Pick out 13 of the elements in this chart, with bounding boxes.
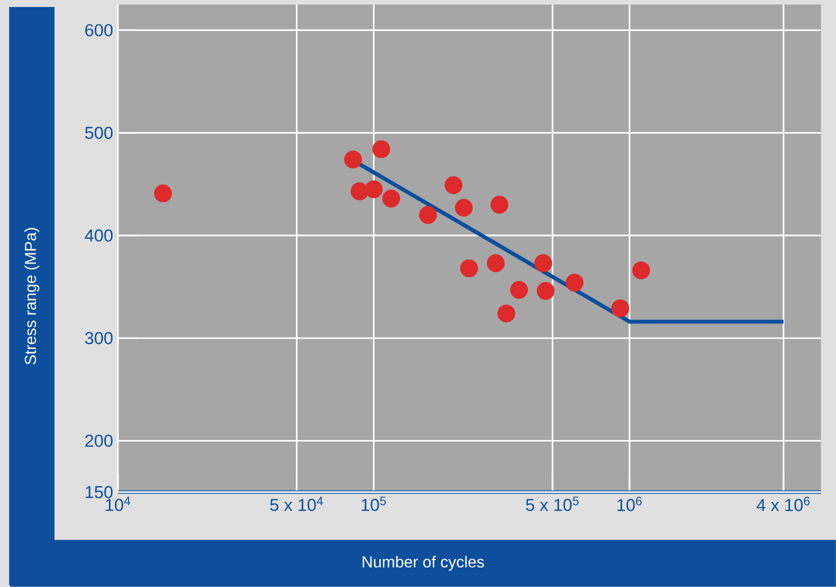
x-tick-label: 10$^{5}$ [362,496,386,512]
x-tick-label: 4 x 10$^{6}$ [756,496,810,512]
y-axis-title: Stress range (MPa) [24,228,40,364]
x-tick-label: 10$^{6}$ [618,496,642,512]
x-tick-label: 5 x 10$^{5}$ [526,496,579,512]
y-tick-label: 300 [85,332,113,344]
y-tick-label: 400 [84,229,113,242]
y-tick-label: 150 [86,486,113,498]
y-tick-label: 600 [85,24,113,36]
y-tick-label: 200 [85,434,113,447]
x-axis-title: Number of cycles [362,556,484,571]
x-tick-label: 5 x 10$^{4}$ [270,496,323,512]
y-tick-label: 500 [85,126,113,139]
